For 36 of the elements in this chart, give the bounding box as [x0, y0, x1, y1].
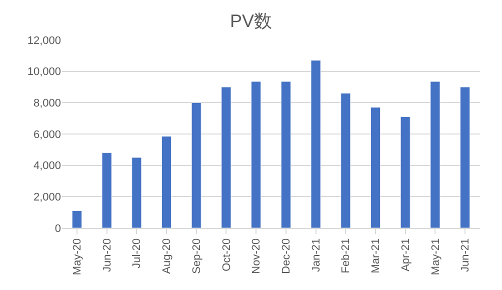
x-tick-label: Apr-21 [400, 238, 412, 272]
y-tick-label: 4,000 [33, 160, 61, 172]
x-tick-label: Oct-20 [220, 238, 233, 272]
y-tick-label: 6,000 [33, 128, 61, 141]
y-tick-label: 12,000 [27, 34, 61, 47]
x-tick-label: May-20 [72, 238, 84, 276]
x-tick-label: Nov-20 [250, 238, 263, 274]
x-tick-label: Feb-21 [340, 238, 352, 274]
x-tick-label: Jun-20 [101, 238, 114, 272]
bar [161, 136, 172, 228]
bar [400, 116, 410, 228]
bar [340, 93, 351, 228]
bar [191, 102, 202, 228]
bar [430, 81, 440, 228]
y-tick-label: 8,000 [33, 98, 61, 110]
x-tick-label: Aug-20 [161, 238, 174, 274]
bar [251, 81, 262, 228]
bar [221, 86, 232, 228]
x-tick-label: Jan-21 [310, 238, 322, 272]
x-tick-label: Jun-21 [460, 238, 472, 272]
x-tick-label: May-21 [430, 238, 442, 276]
y-tick-label: 10,000 [27, 66, 61, 78]
bar [72, 210, 82, 228]
x-tick-label: Jul-20 [131, 238, 144, 268]
x-tick-label: Mar-21 [370, 238, 382, 274]
bar [310, 60, 321, 228]
y-tick-label: 0 [54, 222, 61, 235]
bar [370, 107, 381, 228]
bar [280, 81, 291, 228]
chart-title: PV数 [230, 11, 272, 32]
y-tick-label: 2,000 [33, 192, 61, 204]
bar [102, 152, 112, 228]
bar [132, 157, 142, 228]
bar [460, 86, 470, 228]
x-tick-label: Dec-20 [280, 238, 293, 274]
x-tick-label: Sep-20 [190, 238, 203, 274]
